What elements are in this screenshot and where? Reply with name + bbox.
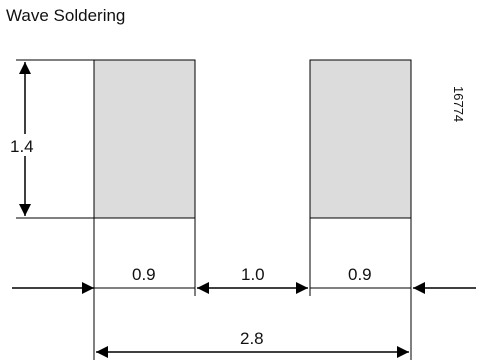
left-pad (93, 59, 196, 219)
right-width-label: 0.9 (348, 265, 372, 284)
gap-label: 1.0 (241, 265, 265, 284)
left-width-label: 0.9 (132, 265, 156, 284)
height-label: 1.4 (10, 137, 34, 156)
diagram-title: Wave Soldering (6, 6, 126, 25)
figure-ref-number: 16774 (451, 86, 466, 122)
total-width-label: 2.8 (240, 329, 264, 348)
right-pad (309, 59, 412, 219)
